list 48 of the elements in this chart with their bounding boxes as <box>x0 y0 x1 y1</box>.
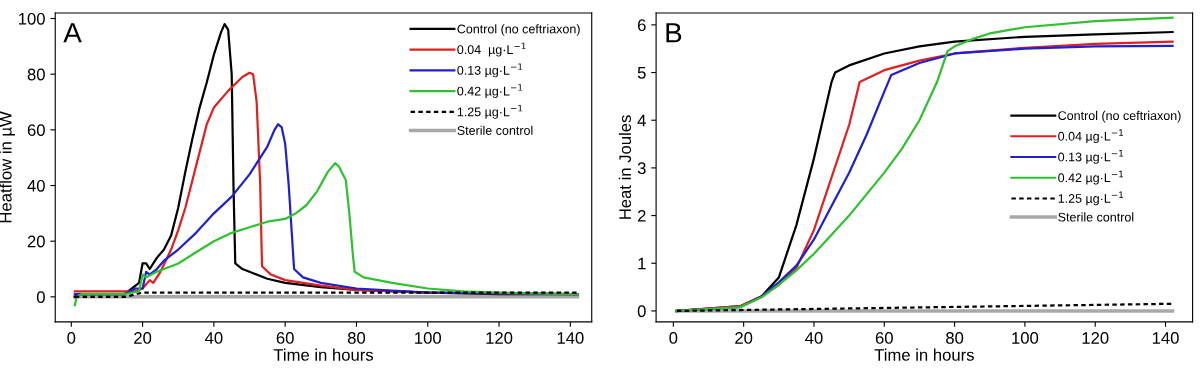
x-tick-label: 140 <box>1152 332 1179 344</box>
x-tick-label: 0 <box>669 332 678 344</box>
x-tick-label: 100 <box>415 332 442 344</box>
legend-label: 0.04 µg·L$^{−1}$ <box>1058 129 1123 144</box>
legend-label: 0.13 µg·L$^{−1}$ <box>1058 150 1123 164</box>
y-tick-label: 3 <box>637 162 646 175</box>
y-tick-label: 40 <box>27 179 45 192</box>
legend-label: 0.42 µg·L$^{−1}$ <box>1058 170 1123 185</box>
legend-label: Sterile control <box>457 125 533 135</box>
legend-label: Control (no ceftriaxon) <box>457 24 580 36</box>
y-tick-label: 80 <box>27 68 45 81</box>
y-tick-label: 0 <box>36 291 45 304</box>
x-tick-label: 60 <box>276 332 294 344</box>
y-axis-title: Heat in Joules <box>618 115 632 219</box>
x-tick-label: 80 <box>946 332 964 344</box>
y-tick-label: 100 <box>18 12 45 25</box>
legend-label: 1.25 µg·L$^{−1}$ <box>1058 191 1123 206</box>
x-axis-title: Time in hours <box>273 348 374 361</box>
y-tick-label: 4 <box>637 114 646 127</box>
x-tick-label: 20 <box>134 332 152 344</box>
legend-label: 0.42 µg·L$^{−1}$ <box>457 84 523 98</box>
y-tick-label: 5 <box>637 67 646 79</box>
legend-label: 1.25 µg·L$^{−1}$ <box>457 104 523 119</box>
legend-label: 0.13 µg·L$^{−1}$ <box>457 63 523 78</box>
line-series <box>73 162 579 307</box>
x-tick-label: 120 <box>1082 332 1109 344</box>
x-tick-label: 120 <box>486 332 513 344</box>
y-tick-label: 6 <box>637 19 646 32</box>
y-tick-label: 20 <box>27 235 45 248</box>
legend-label: 0.04 µg·L$^{−1}$ <box>457 42 526 57</box>
y-tick-label: 60 <box>27 124 45 137</box>
y-tick-label: 2 <box>637 209 646 222</box>
x-tick-label: 20 <box>735 332 753 344</box>
x-axis-title: Time in hours <box>874 348 974 361</box>
legend-label: Control (no ceftriaxon) <box>1058 110 1181 123</box>
x-tick-label: 0 <box>67 332 76 344</box>
legend-label: Sterile control <box>1058 212 1134 222</box>
x-tick-label: 40 <box>805 332 823 344</box>
x-tick-label: 80 <box>347 332 366 344</box>
chart-title: B <box>666 23 682 43</box>
chart-title: A <box>63 23 82 43</box>
x-tick-label: 60 <box>875 332 893 344</box>
y-tick-label: 1 <box>638 257 646 270</box>
y-axis-title: Heatflow in µW <box>0 111 15 223</box>
x-tick-label: 140 <box>557 332 584 344</box>
y-tick-label: 0 <box>637 305 646 318</box>
x-tick-label: 100 <box>1012 332 1039 344</box>
x-tick-label: 40 <box>204 332 223 344</box>
